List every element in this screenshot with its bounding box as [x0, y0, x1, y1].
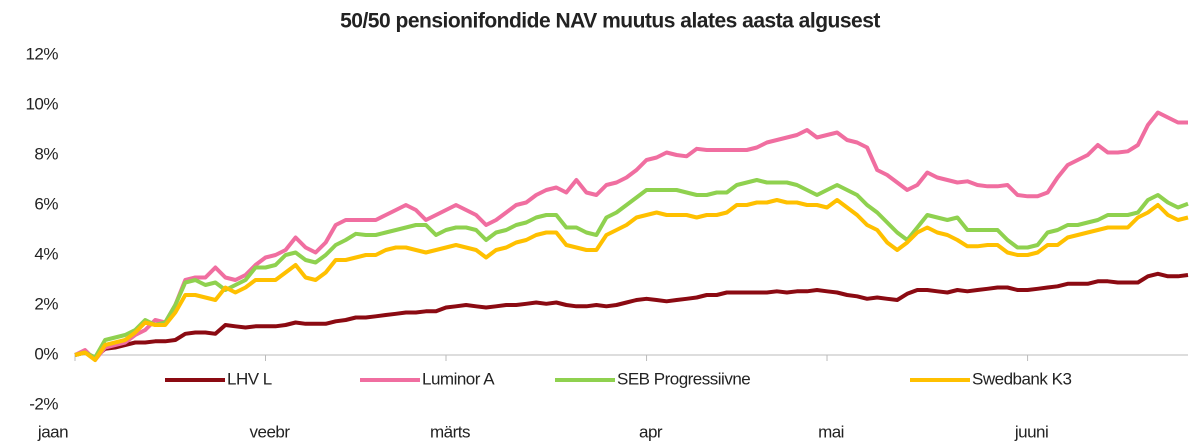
y-tick-label: -2%: [29, 394, 58, 413]
y-tick-label: 2%: [34, 294, 58, 313]
legend-label: Luminor A: [422, 369, 495, 388]
y-tick-label: 0%: [34, 344, 58, 363]
chart-title: 50/50 pensionifondide NAV muutus alates …: [340, 10, 880, 33]
x-tick-label: apr: [639, 422, 663, 441]
series-line: [74, 110, 1188, 362]
legend-label: LHV L: [227, 369, 272, 388]
legend-label: Swedbank K3: [972, 369, 1071, 388]
series-line: [74, 198, 1189, 362]
x-tick-label: veebr: [249, 422, 290, 441]
legend-label: SEB Progressiivne: [617, 369, 750, 388]
x-tick-label: juuni: [1014, 422, 1048, 441]
x-tick-label: märts: [430, 422, 470, 441]
series-line: [74, 178, 1189, 360]
x-tick-label: jaan: [37, 422, 68, 441]
y-tick-label: 10%: [25, 94, 58, 113]
y-tick-label: 4%: [34, 244, 58, 263]
series-line: [74, 271, 1189, 360]
y-tick-label: 6%: [34, 194, 58, 213]
x-tick-label: mai: [818, 422, 844, 441]
y-tick-label: 8%: [34, 144, 58, 163]
y-tick-label: 12%: [25, 44, 58, 63]
